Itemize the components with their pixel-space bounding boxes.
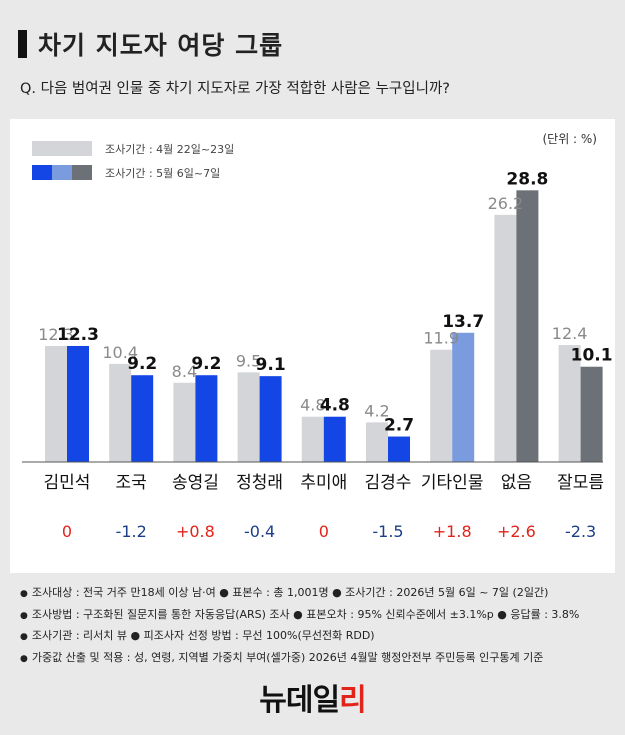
change-value: -1.2 bbox=[116, 522, 147, 541]
data-label-current: 12.3 bbox=[57, 325, 99, 345]
bar-previous bbox=[237, 372, 260, 462]
bar-previous bbox=[109, 363, 132, 462]
category-label: 조국 bbox=[116, 473, 147, 493]
bar-previous bbox=[558, 345, 581, 462]
category-label: 잘모름 bbox=[557, 473, 604, 493]
legend-swatch-current-none bbox=[72, 165, 92, 180]
survey-question: Q. 다음 범여권 인물 중 차기 지도자로 가장 적합한 사람은 누구입니까? bbox=[20, 81, 450, 97]
title-bar-decoration bbox=[18, 30, 27, 58]
data-label-previous: 12.3 bbox=[38, 325, 74, 344]
data-label-current: 9.2 bbox=[191, 354, 221, 374]
bar-current bbox=[388, 436, 410, 462]
legend-swatch-current-other bbox=[52, 165, 72, 180]
data-label-current: 2.7 bbox=[384, 416, 414, 436]
change-value: -0.4 bbox=[244, 522, 275, 541]
data-label-current: 28.8 bbox=[506, 169, 548, 189]
data-label-previous: 8.4 bbox=[172, 362, 197, 381]
bar-previous bbox=[494, 214, 517, 462]
data-label-previous: 4.2 bbox=[364, 401, 389, 420]
data-label-current: 13.7 bbox=[442, 312, 484, 332]
bar-previous bbox=[366, 422, 388, 462]
page-title: 차기 지도자 여당 그룹 bbox=[38, 31, 284, 60]
unit-label: (단위 : %) bbox=[542, 132, 597, 146]
legend-swatch-previous bbox=[32, 141, 92, 156]
bar-current bbox=[452, 332, 475, 462]
bar-current bbox=[195, 375, 218, 462]
bar-current bbox=[67, 345, 89, 462]
data-label-current: 4.8 bbox=[320, 396, 350, 416]
bar-previous bbox=[430, 349, 453, 462]
category-label: 송영길 bbox=[172, 473, 219, 493]
bar-current bbox=[516, 190, 539, 462]
survey-note-line: ● 가중값 산출 및 적용 : 성, 연령, 지역별 가중치 부여(셀가중) 20… bbox=[20, 650, 544, 664]
category-label: 없음 bbox=[501, 473, 532, 493]
bar-current bbox=[580, 366, 603, 462]
data-label-previous: 11.9 bbox=[423, 329, 459, 348]
category-label: 정청래 bbox=[236, 473, 283, 493]
legend-label-current: 조사기간 : 5월 6일~7일 bbox=[105, 166, 220, 180]
survey-note-line: ● 조사방법 : 구조화된 질문지를 통한 자동응답(ARS) 조사 ● 표본오차… bbox=[20, 607, 580, 621]
data-label-previous: 9.5 bbox=[236, 351, 261, 370]
category-label: 기타인물 bbox=[421, 473, 484, 493]
data-label-previous: 4.8 bbox=[300, 396, 325, 415]
newdaily-logo: 뉴데일리 bbox=[259, 683, 366, 718]
data-label-previous: 10.4 bbox=[102, 343, 138, 362]
change-value: 0 bbox=[319, 522, 329, 541]
bar-previous bbox=[301, 416, 324, 462]
survey-note-line: ● 조사기관 : 리서치 뷰 ● 피조사자 선정 방법 : 무선 100%(무선전… bbox=[20, 629, 375, 642]
data-label-current: 9.1 bbox=[256, 355, 286, 375]
category-label: 추미애 bbox=[300, 473, 347, 493]
legend-swatch-current-candidate bbox=[32, 165, 52, 180]
data-label-current: 10.1 bbox=[571, 346, 613, 366]
bar-current bbox=[131, 375, 154, 462]
data-label-previous: 26.2 bbox=[488, 194, 524, 213]
survey-notes: ● 조사대상 : 전국 거주 만18세 이상 남·여 ● 표본수 : 총 1,00… bbox=[20, 583, 579, 669]
data-label-previous: 12.4 bbox=[552, 324, 588, 343]
bar-current bbox=[259, 376, 282, 462]
category-label: 김경수 bbox=[365, 473, 412, 493]
bar-previous bbox=[173, 382, 196, 462]
survey-note-line: ● 조사대상 : 전국 거주 만18세 이상 남·여 ● 표본수 : 총 1,00… bbox=[20, 586, 549, 599]
change-value: 0 bbox=[62, 522, 72, 541]
change-value: -1.5 bbox=[372, 522, 403, 541]
legend-label-previous: 조사기간 : 4월 22일~23일 bbox=[105, 142, 234, 156]
data-label-current: 9.2 bbox=[127, 354, 157, 374]
change-value: -2.3 bbox=[565, 522, 596, 541]
change-value: +2.6 bbox=[497, 522, 536, 541]
bar-previous bbox=[45, 345, 67, 462]
category-label: 김민석 bbox=[44, 473, 91, 493]
change-value: +1.8 bbox=[433, 522, 472, 541]
bar-current bbox=[323, 416, 346, 462]
change-value: +0.8 bbox=[176, 522, 215, 541]
